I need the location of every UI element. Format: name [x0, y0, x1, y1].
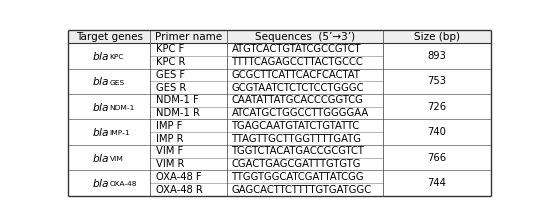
Text: ATGTCACTGTATCGCCGTCT: ATGTCACTGTATCGCCGTCT — [232, 44, 361, 54]
Text: KPC: KPC — [110, 54, 124, 60]
Text: NDM-1: NDM-1 — [110, 105, 135, 111]
Text: VIM: VIM — [110, 156, 124, 162]
Text: IMP-1: IMP-1 — [110, 131, 130, 136]
Text: CGACTGAGCGATTTGTGTG: CGACTGAGCGATTTGTGTG — [232, 159, 361, 169]
Text: 766: 766 — [427, 153, 446, 163]
Text: Primer name: Primer name — [155, 32, 222, 42]
Text: GCGCTTCATTCACFCACTAT: GCGCTTCATTCACFCACTAT — [232, 70, 360, 80]
Bar — [68, 30, 490, 43]
Text: 753: 753 — [427, 76, 446, 86]
Text: 740: 740 — [427, 127, 446, 137]
Text: OXA-48 F: OXA-48 F — [155, 172, 201, 182]
Text: GAGCACTTCTTTTGTGATGGC: GAGCACTTCTTTTGTGATGGC — [232, 185, 372, 194]
Text: $bla$: $bla$ — [92, 126, 110, 138]
Text: GES F: GES F — [155, 70, 185, 80]
Text: $bla$: $bla$ — [92, 177, 110, 189]
Text: VIM F: VIM F — [155, 146, 183, 156]
Text: NDM-1 F: NDM-1 F — [155, 95, 198, 105]
Text: NDM-1 R: NDM-1 R — [155, 108, 199, 118]
Text: $bla$: $bla$ — [92, 50, 110, 62]
Text: TTTTCAGAGCCTTACTGCCC: TTTTCAGAGCCTTACTGCCC — [232, 57, 364, 67]
Text: IMP F: IMP F — [155, 121, 182, 131]
Text: KPC R: KPC R — [155, 57, 185, 67]
Text: $bla$: $bla$ — [92, 152, 110, 164]
Text: 893: 893 — [427, 51, 446, 61]
Text: CAATATTATGCACCCGGTCG: CAATATTATGCACCCGGTCG — [232, 95, 364, 105]
Text: OXA-48 R: OXA-48 R — [155, 185, 202, 194]
Text: TGGTCTACATGACCGCGTCT: TGGTCTACATGACCGCGTCT — [232, 146, 365, 156]
Text: GES: GES — [110, 80, 125, 86]
Text: VIM R: VIM R — [155, 159, 184, 169]
Text: 744: 744 — [427, 178, 446, 188]
Text: Size (bp): Size (bp) — [414, 32, 459, 42]
Text: $bla$: $bla$ — [92, 75, 110, 87]
Text: TTAGTTGCTTGGTTTTGATG: TTAGTTGCTTGGTTTTGATG — [232, 134, 361, 144]
Text: GCGTAATCTCTCTCCTGGGC: GCGTAATCTCTCTCCTGGGC — [232, 83, 364, 93]
Text: $bla$: $bla$ — [92, 101, 110, 113]
Text: KPC F: KPC F — [155, 44, 184, 54]
Text: Sequences  (5’→3’): Sequences (5’→3’) — [255, 32, 355, 42]
Text: IMP R: IMP R — [155, 134, 183, 144]
Text: ATCATGCTGGCCTTGGGGAA: ATCATGCTGGCCTTGGGGAA — [232, 108, 369, 118]
Text: 726: 726 — [427, 102, 446, 112]
Text: OXA-48: OXA-48 — [110, 181, 137, 187]
Text: GES R: GES R — [155, 83, 186, 93]
Text: TTGGTGGCATCGATTATCGG: TTGGTGGCATCGATTATCGG — [232, 172, 364, 182]
Text: TGAGCAATGTATCTGTATTC: TGAGCAATGTATCTGTATTC — [232, 121, 360, 131]
Text: Target genes: Target genes — [76, 32, 143, 42]
